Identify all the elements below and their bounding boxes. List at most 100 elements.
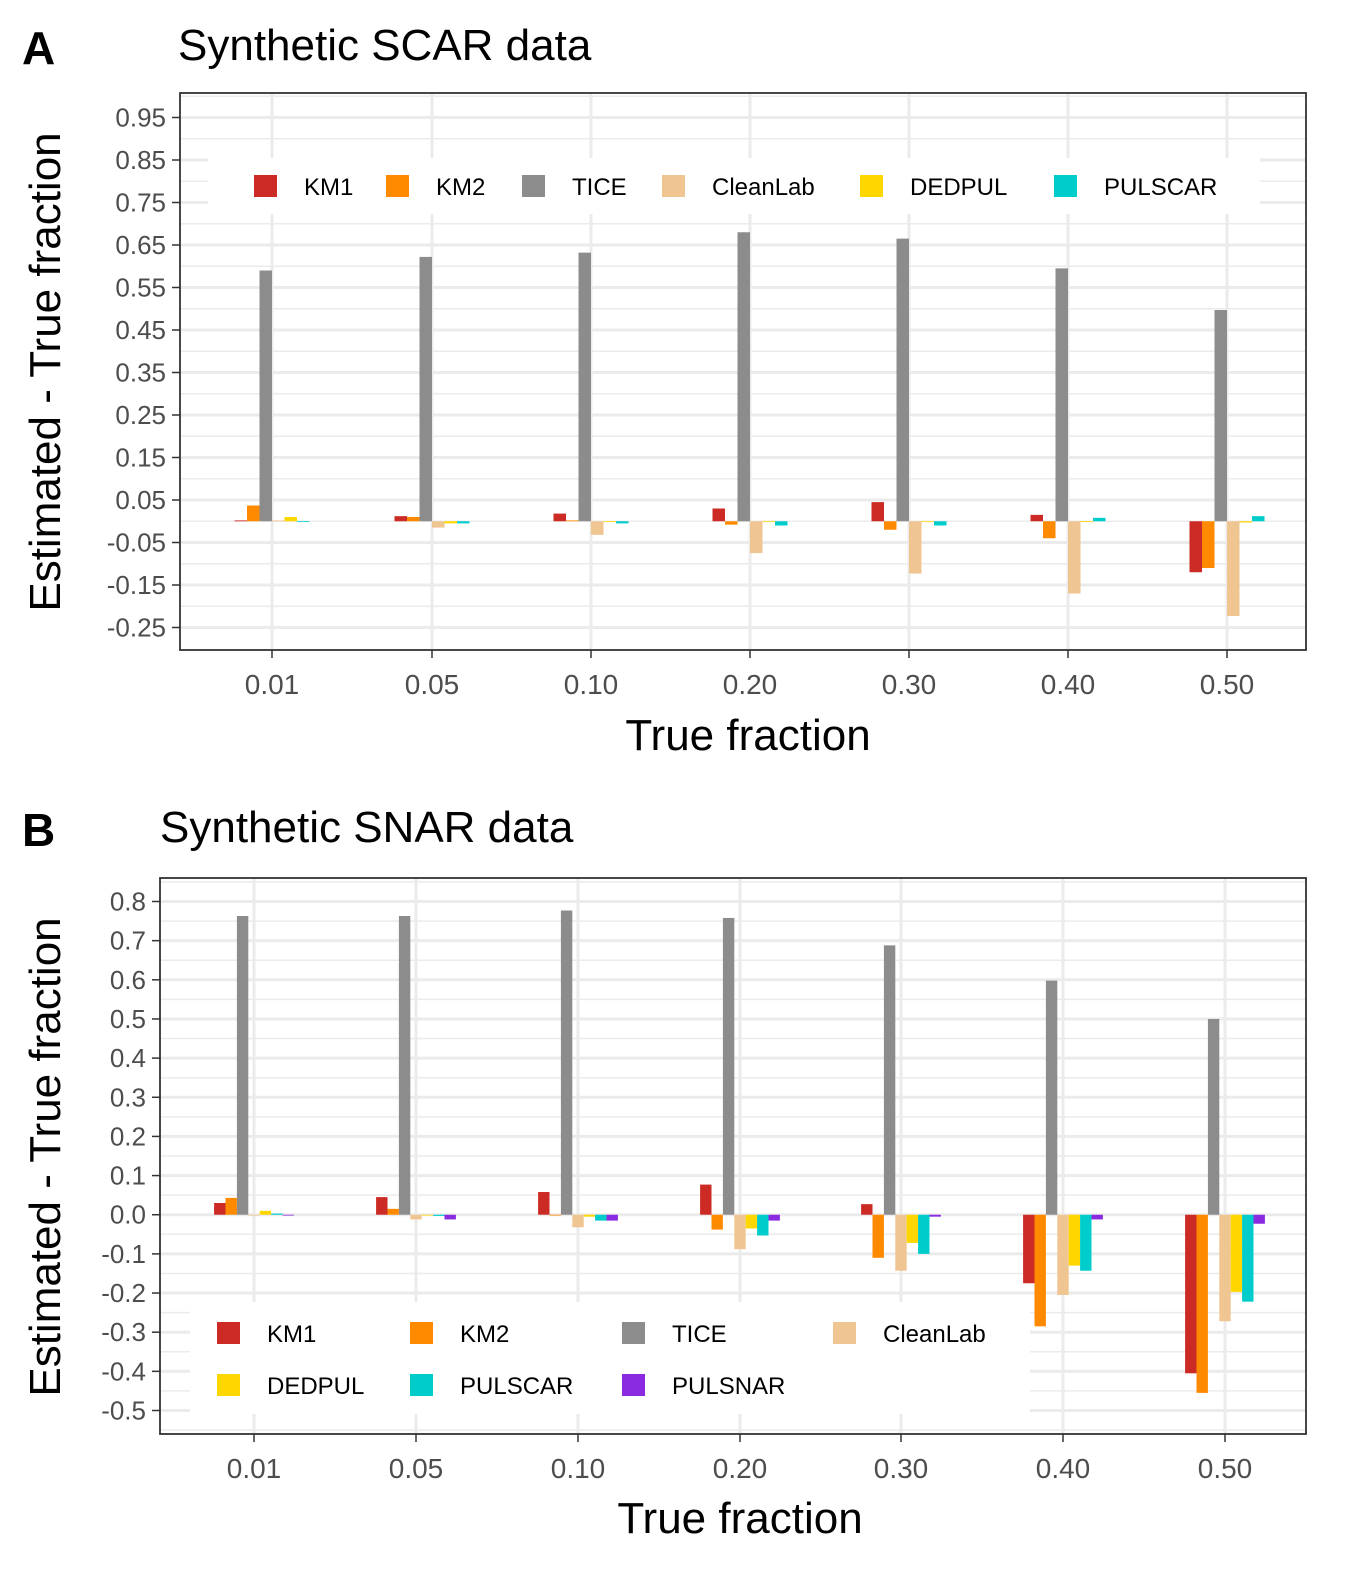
- panel-b-bar-tice-0-01: [236, 915, 249, 1215]
- panel-b-legend-label-pulsnar: PULSNAR: [672, 1373, 785, 1400]
- panel-b-bar-km2-0-50: [1196, 1214, 1208, 1393]
- panel-a-bar-pulscar-0-01: [297, 521, 310, 523]
- panel-b-bar-pulscar-0-20: [757, 1214, 769, 1236]
- panel-a-bar-tice-0-20: [737, 232, 750, 522]
- panel-a-plot: 0.95 0.85 0.75 0.65 0.55 0.45 0.35 0.25 0.15 0.05…: [107, 92, 1307, 700]
- panel-a-y-tick-label: -0.05: [107, 528, 166, 558]
- panel-a-bar-tice-0-05: [419, 256, 432, 522]
- panel-a-bar-km1-0-50: [1189, 521, 1202, 573]
- panel-a-plot-border: [179, 92, 1307, 651]
- panel-b-bar-km1-0-30: [861, 1204, 873, 1215]
- panel-a-bar-pulscar-0-20: [775, 521, 788, 526]
- panel-a-bar-pulscar-0-50: [1252, 516, 1265, 522]
- panel-b-bar-cleanlab-0-20: [734, 1214, 746, 1250]
- panel-b-bar-km2-0-20: [711, 1214, 723, 1230]
- panel-a-y-tick-label: -0.15: [107, 570, 166, 600]
- panel-a-bar-tice-0-50: [1214, 310, 1227, 522]
- panel-b-bar-km2-0-01: [225, 1197, 237, 1215]
- panel-a-bar-cleanlab-0-20: [750, 521, 763, 554]
- panel-b-x-tick-label: 0.30: [874, 1453, 929, 1484]
- panel-b-bar-cleanlab-0-10: [572, 1214, 584, 1228]
- panel-a-bar-cleanlab-0-01: [272, 520, 285, 522]
- panel-a-bar-dedpul-0-01: [284, 517, 297, 522]
- panel-a-bar-tice-0-40: [1055, 268, 1068, 522]
- panel-b-legend-key-dedpul: [217, 1374, 240, 1396]
- panel-a-bar-cleanlab-0-10: [591, 521, 604, 535]
- panel-b-bar-pulscar-0-40: [1080, 1214, 1092, 1271]
- panel-a-title: Synthetic SCAR data: [178, 21, 592, 70]
- panel-b-bar-km1-0-05: [376, 1197, 388, 1215]
- panel-b-legend-key-km1: [217, 1322, 240, 1344]
- panel-b-bar-dedpul-0-40: [1068, 1214, 1081, 1266]
- panel-a-bar-km2-0-05: [407, 517, 420, 522]
- panel-a-y-tick-label: 0.85: [115, 145, 166, 175]
- panel-b-y-tick-label: -0.3: [101, 1317, 146, 1347]
- panel-a-y-tick-label: 0.45: [115, 315, 166, 345]
- panel-b-bar-pulsnar-0-30: [929, 1214, 941, 1217]
- panel-b-y-tick-label: 0.1: [110, 1161, 146, 1191]
- panel-a-bar-km1-0-20: [712, 508, 725, 522]
- panel-b-legend-label-tice: TICE: [672, 1321, 727, 1348]
- panel-a-bar-km1-0-10: [553, 513, 566, 522]
- panel-b-bar-dedpul-0-01: [259, 1210, 272, 1215]
- panel-a-x-tick-label: 0.05: [405, 669, 460, 700]
- panel-b-legend-label-cleanlab: CleanLab: [883, 1321, 986, 1348]
- panel-a-bar-pulscar-0-05: [457, 521, 470, 524]
- panel-a-legend-key-pulscar: [1054, 175, 1077, 197]
- panel-a-legend-key-cleanlab: [662, 175, 685, 197]
- panel-a-bar-km1-0-30: [871, 502, 884, 522]
- panel-a-legend-key-km2: [386, 175, 409, 197]
- panel-b-legend-label-dedpul: DEDPUL: [267, 1373, 364, 1400]
- panel-a-legend-label-tice: TICE: [572, 174, 627, 201]
- panel-a-y-tick-label: 0.05: [115, 485, 166, 515]
- panel-a-bar-tice-0-10: [578, 252, 591, 522]
- panel-a-x-tick-label: 0.10: [564, 669, 619, 700]
- panel-a-legend-label-km1: KM1: [304, 174, 353, 201]
- panel-b-y-tick-label: -0.2: [101, 1278, 146, 1308]
- panel-b-bar-pulscar-0-05: [433, 1214, 445, 1216]
- panel-a-bar-cleanlab-0-30: [909, 521, 922, 574]
- panel-a-bar-km2-0-10: [566, 520, 579, 522]
- panel-a-x-tick-label: 0.40: [1041, 669, 1096, 700]
- panel-a-x-tick-label: 0.01: [245, 669, 300, 700]
- panel-b-title: Synthetic SNAR data: [160, 803, 574, 852]
- panel-b-bar-pulsnar-0-05: [444, 1214, 456, 1220]
- panel-b-plot-border: [159, 877, 1307, 1435]
- panel-b-x-tick-label: 0.10: [551, 1453, 606, 1484]
- panel-b-bar-km1-0-40: [1023, 1214, 1035, 1284]
- panel-b-bar-pulsnar-0-10: [606, 1214, 618, 1221]
- panel-a-y-tick-label: 0.65: [115, 230, 166, 260]
- panel-b-bar-km2-0-40: [1034, 1214, 1046, 1327]
- panel-b-x-tick-label: 0.05: [389, 1453, 444, 1484]
- panel-b-legend: KM1 KM2 TICE CleanLab DEDPUL PULSCAR PULSNAR: [190, 1302, 1030, 1414]
- panel-b-bar-km2-0-30: [872, 1214, 884, 1258]
- panel-b-y-tick-label: 0.0: [110, 1200, 146, 1230]
- panel-b-bar-cleanlab-0-40: [1057, 1214, 1069, 1295]
- panel-a-legend-background: [208, 158, 1260, 214]
- panel-b-y-axis-title: Estimated - True fraction: [21, 917, 70, 1396]
- panel-b-y-tick-label: -0.4: [101, 1356, 146, 1386]
- panel-b-bar-km2-0-10: [549, 1214, 561, 1216]
- panel-b-letter: B: [22, 804, 55, 856]
- panel-b-bar-km2-0-05: [387, 1208, 399, 1215]
- panel-b-bar-tice-0-40: [1045, 980, 1058, 1215]
- panel-b: B Synthetic SNAR data 0.8 0.7 0.6 0.5 0.4 0.3…: [21, 803, 1307, 1543]
- panel-a-bar-cleanlab-0-40: [1068, 521, 1081, 594]
- panel-b-bar-dedpul-0-10: [583, 1214, 596, 1217]
- panel-b-bar-pulscar-0-01: [271, 1213, 283, 1215]
- panel-b-bar-dedpul-0-50: [1230, 1214, 1243, 1292]
- panel-a-legend: KM1 KM2 TICE CleanLab DEDPUL PULSCAR: [208, 158, 1260, 214]
- panel-b-legend-key-cleanlab: [833, 1322, 856, 1344]
- panel-a-y-tick-label: 0.15: [115, 443, 166, 473]
- panel-b-bar-pulscar-0-30: [918, 1214, 930, 1254]
- panel-b-bar-km1-0-01: [214, 1202, 226, 1215]
- panel-a-letter: A: [22, 22, 55, 74]
- panel-a-y-tick-label: 0.75: [115, 188, 166, 218]
- panel-a-bar-cleanlab-0-50: [1227, 521, 1240, 617]
- panel-a-bar-dedpul-0-50: [1239, 521, 1252, 523]
- panel-b-legend-label-pulscar: PULSCAR: [460, 1373, 573, 1400]
- panel-a-bar-dedpul-0-40: [1080, 521, 1093, 523]
- panel-b-bar-pulsnar-0-01: [282, 1214, 294, 1216]
- panel-b-bar-pulsnar-0-50: [1253, 1214, 1265, 1224]
- panel-b-bar-dedpul-0-05: [421, 1214, 434, 1216]
